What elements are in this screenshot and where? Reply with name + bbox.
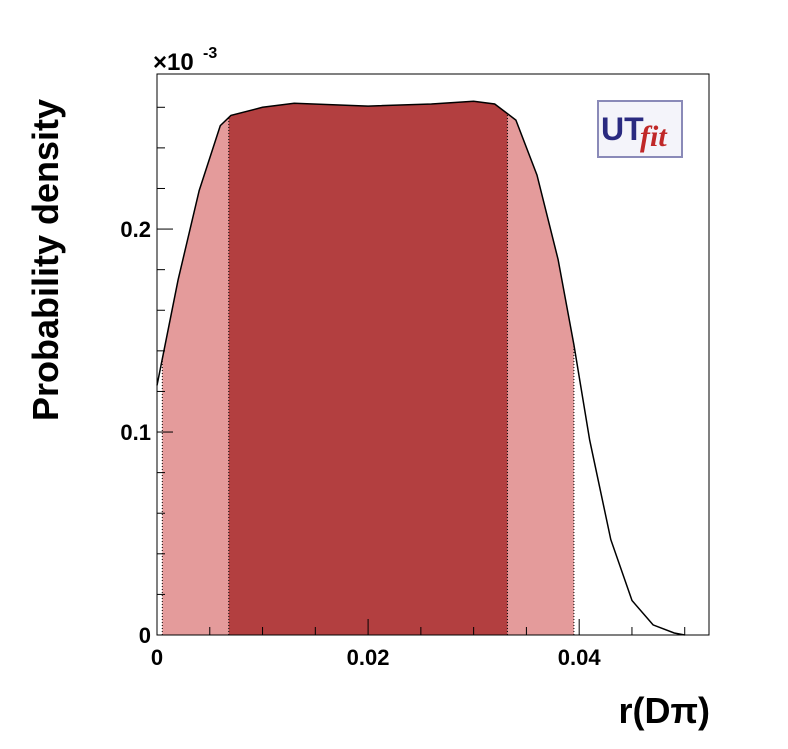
interval-band [228, 101, 508, 636]
x-tick-label: 0 [151, 645, 163, 670]
y-tick-label: 0 [139, 623, 151, 648]
logo-fit: fit [640, 120, 668, 153]
logo-box [597, 100, 683, 158]
plot-frame [156, 73, 710, 636]
y-tick-label: 0.2 [120, 217, 151, 242]
y-axis-label: Probability density [25, 99, 66, 421]
y-scale-base: ×10 [153, 49, 194, 76]
x-axis-label: r(Dπ) [618, 690, 710, 731]
logo-ut: UT [601, 111, 644, 147]
x-tick-label: 0.02 [347, 645, 390, 670]
y-scale-exponent: -3 [203, 45, 217, 62]
density-curve [156, 100, 685, 636]
y-tick-label: 0.1 [120, 420, 151, 445]
x-tick-label: 0.04 [558, 645, 602, 670]
